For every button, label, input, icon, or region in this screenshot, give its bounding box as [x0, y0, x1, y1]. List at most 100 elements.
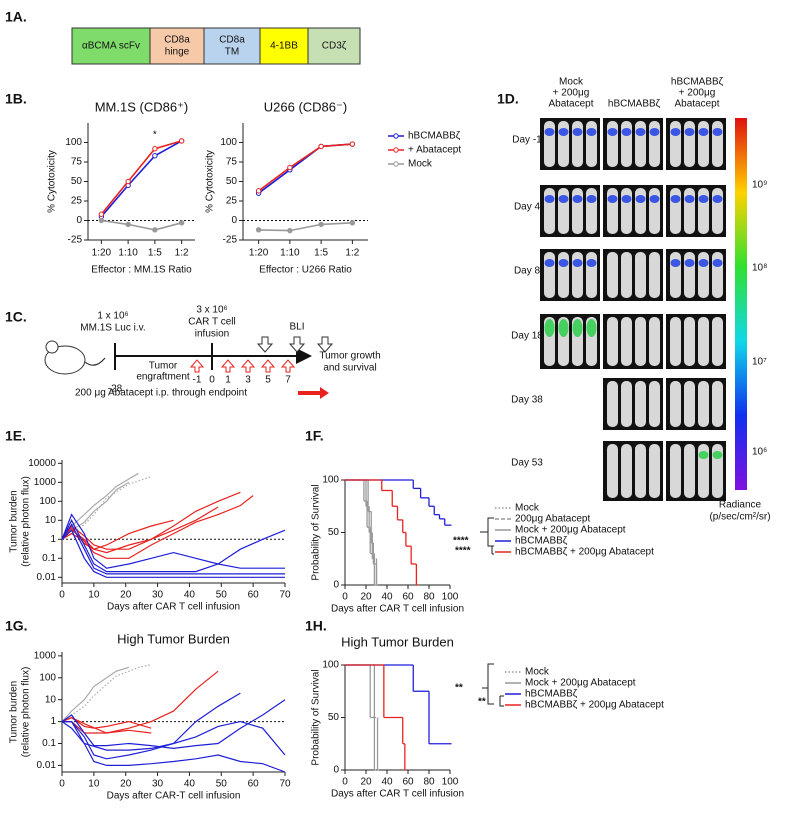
y-axis-label: % Cytotoxicity	[47, 150, 58, 213]
y-axis-label: Tumor burden	[9, 681, 20, 743]
mouse-image	[607, 188, 618, 234]
y-tick-label: 50	[71, 176, 83, 187]
point-marker	[98, 211, 105, 217]
significance: ****	[455, 546, 471, 557]
x-tick-label: 30	[152, 779, 164, 790]
tumor-signal	[607, 195, 618, 203]
tumor-signal	[698, 195, 709, 203]
legend-marker	[393, 133, 399, 139]
mouse-image	[712, 252, 723, 298]
mouse-image	[607, 444, 618, 498]
schematic-text: CAR T cell	[188, 317, 235, 328]
y-axis-label: Probability of Survival	[311, 669, 322, 765]
y-tick-label: 1000	[34, 650, 57, 661]
mouse-image	[621, 188, 632, 234]
mouse-image	[572, 121, 583, 167]
tumor-signal	[586, 259, 597, 267]
tumor-signal	[572, 128, 583, 136]
point-marker	[125, 221, 131, 228]
tumor-signal	[698, 128, 709, 136]
legend-label: hBCMABBζ	[525, 689, 578, 700]
tumor-signal	[621, 128, 632, 136]
schematic-text: infusion	[195, 329, 229, 340]
x-axis-label: Days after CAR T cell infusion	[331, 789, 464, 800]
mouse-image	[684, 381, 695, 427]
series-line	[62, 692, 241, 760]
legend-label: hBCMABBζ + 200μg Abatacept	[515, 547, 654, 558]
x-tick-label: 70	[279, 779, 291, 790]
point-marker	[349, 141, 356, 147]
y-tick-label: 0	[333, 765, 339, 776]
tumor-signal	[670, 259, 681, 267]
schematic-text: 1 x 10⁶	[97, 311, 128, 322]
x-tick-label: 20	[360, 777, 372, 788]
dose-day: 5	[265, 375, 271, 386]
series-line	[61, 666, 130, 723]
tumor-signal	[684, 259, 695, 267]
dose-day: 3	[245, 375, 251, 386]
series-line	[61, 699, 286, 750]
mouse-image	[635, 317, 646, 366]
tumor-signal	[558, 259, 569, 267]
panel-label: 1D.	[497, 91, 519, 107]
construct-domain	[149, 27, 205, 65]
y-tick-label: 75	[71, 157, 83, 168]
mouse-image	[698, 317, 709, 366]
x-tick-label: 40	[184, 779, 196, 790]
y-tick-label: 0	[76, 215, 82, 226]
x-tick-label: 50	[216, 779, 228, 790]
point-marker	[178, 138, 185, 144]
mouse-image	[621, 381, 632, 427]
mouse-image	[684, 121, 695, 167]
construct-label: CD3ζ	[322, 41, 347, 52]
x-tick-label: 1:20	[249, 248, 269, 259]
x-tick-label: 20	[120, 590, 132, 601]
mouse-image	[607, 121, 618, 167]
tumor-signal	[558, 128, 569, 136]
mouse-image	[670, 252, 681, 298]
series-line	[101, 219, 182, 231]
y-tick-label: 1	[50, 716, 56, 727]
mouse-image	[684, 252, 695, 298]
tumor-signal	[635, 128, 646, 136]
significance-bracket	[480, 517, 494, 547]
mouse-image	[649, 121, 660, 167]
series-line	[62, 670, 219, 734]
y-tick-label: 0.01	[37, 760, 57, 771]
y-tick-label: 100	[322, 475, 339, 486]
construct-label: TM	[225, 47, 239, 58]
series-line	[61, 476, 152, 540]
mouse-image	[712, 188, 723, 234]
mouse-image	[572, 188, 583, 234]
mouse-image	[621, 252, 632, 298]
chart-title: U266 (CD86⁻)	[264, 99, 347, 114]
construct-label: αBCMA scFv	[82, 41, 140, 52]
series-line	[61, 523, 285, 575]
mouse-image	[649, 444, 660, 498]
mouse-image	[635, 381, 646, 427]
panel-label: 1G.	[5, 618, 28, 634]
row-label: Day 18	[511, 331, 543, 342]
tumor-signal	[621, 195, 632, 203]
y-tick-label: 100	[220, 137, 237, 148]
panel-label: 1F.	[305, 428, 324, 444]
mouse-image	[558, 188, 569, 234]
x-tick-label: 0	[59, 779, 65, 790]
point-marker	[255, 188, 262, 194]
annotation: *	[153, 130, 157, 141]
schematic-text: engraftment	[136, 372, 190, 383]
significance-bracket	[499, 695, 504, 707]
x-tick-label: 80	[423, 592, 435, 603]
x-tick-label: 40	[381, 777, 393, 788]
significance-bracket	[491, 545, 494, 555]
mouse-image	[544, 188, 555, 234]
colorbar-tick: 10⁹	[752, 180, 767, 191]
dose-arrow	[189, 359, 205, 373]
mouse-image	[635, 252, 646, 298]
schematic-text: 0	[209, 375, 215, 386]
mouse-image	[684, 317, 695, 366]
point-marker	[349, 220, 356, 226]
tumor-signal	[572, 319, 583, 337]
x-tick-label: 60	[248, 779, 260, 790]
x-tick-label: 1:2	[175, 248, 189, 259]
